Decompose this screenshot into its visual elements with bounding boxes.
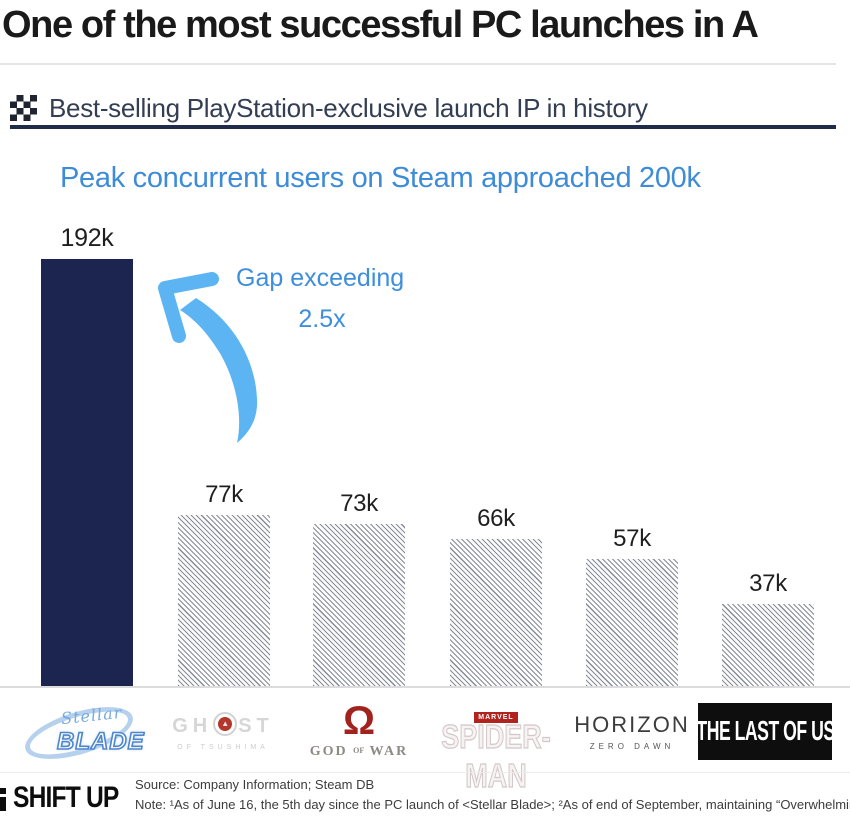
horizon-subtitle: ZERO DAWN [589, 742, 675, 751]
omega-icon: Ω [342, 699, 376, 743]
ghost-subtitle: OF TSUSHIMA [177, 744, 269, 751]
divider-navy [10, 125, 836, 129]
marvel-badge: MARVEL [426, 706, 566, 724]
gow-word-of: OF [353, 746, 365, 755]
shift-up-wordmark: SHIFT UP [13, 781, 119, 814]
logo-horizon-zero-dawn: HORIZON ZERO DAWN [562, 700, 702, 766]
section-header: Best-selling PlayStation-exclusive launc… [10, 92, 648, 124]
gow-word-god: GOD [309, 744, 348, 759]
spider-man-wordmark: SPIDER-MAN [441, 717, 552, 795]
bar-ghost-of-tsushima [178, 515, 270, 686]
bar-marvel-s-spider-man [450, 539, 542, 686]
page-title: One of the most successful PC launches i… [2, 4, 759, 46]
god-of-war-wordmark: GOD OF WAR [289, 744, 429, 760]
bar-horizon-zero-dawn [586, 559, 678, 686]
gap-annotation-line1: Gap exceeding [236, 264, 405, 292]
bar-god-of-war [313, 524, 405, 686]
footer-divider [0, 772, 850, 773]
logo-spider-man: MARVEL SPIDER-MAN [426, 700, 566, 795]
tsushima-mon-icon: ▲ [213, 712, 238, 736]
note-text: Note: ¹As of June 16, the 5th day since … [135, 797, 850, 812]
bar-value-ghost-of-tsushima: 77k [205, 481, 243, 508]
bar-value-horizon-zero-dawn: 57k [613, 525, 651, 552]
bar-value-stellar-blade: 192k [60, 224, 114, 252]
bar-value-marvel-s-spider-man: 66k [477, 505, 515, 532]
divider-light [0, 63, 836, 65]
logo-ghost-of-tsushima: GH ▲ ST OF TSUSHIMA [153, 700, 293, 766]
ghost-wordmark: GH ▲ ST [153, 712, 293, 738]
marvel-badge-text: MARVEL [474, 712, 518, 723]
horizon-wordmark: HORIZON [574, 712, 690, 737]
ghost-letters-right: ST [238, 715, 274, 737]
shift-up-mark-top [0, 788, 6, 794]
gow-word-war: WAR [369, 744, 409, 759]
chart-title: Peak concurrent users on Steam approache… [60, 162, 701, 194]
logo-the-last-of-us: THE LAST OF US [695, 700, 838, 766]
ghost-letters-left: GH [172, 715, 213, 737]
section-title: Best-selling PlayStation-exclusive launc… [49, 92, 648, 123]
gap-annotation-line2: 2.5x [298, 305, 346, 333]
shift-up-logo-icon [0, 787, 8, 815]
logo-god-of-war: Ω GOD OF WAR [289, 700, 429, 766]
tlou-wordmark: THE LAST OF US [695, 715, 835, 747]
bar-stellar-blade [41, 259, 133, 686]
bar-the-last-of-us [722, 604, 814, 686]
tlou-box: THE LAST OF US [695, 703, 835, 760]
source-text: Source: Company Information; Steam DB [135, 777, 375, 792]
bar-value-god-of-war: 73k [340, 490, 378, 517]
stellar-blade-word: BLADE [56, 727, 145, 756]
shift-up-mark-bottom [0, 797, 6, 811]
logo-stellar-blade: Stellar BLADE [17, 696, 157, 770]
checkered-flag-icon [10, 95, 37, 121]
bar-value-the-last-of-us: 37k [749, 570, 787, 597]
chart-baseline [0, 686, 850, 688]
tsushima-mon-inner: ▲ [218, 717, 233, 731]
